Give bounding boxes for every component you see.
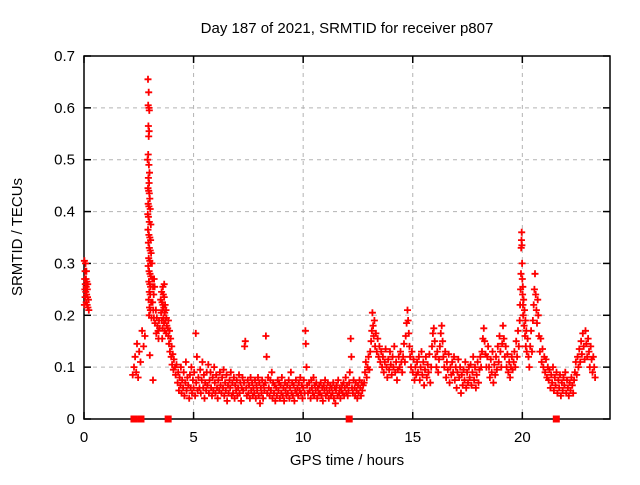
scatter-points-layer: [80, 75, 599, 423]
square-marker-zero_flags: [137, 415, 145, 423]
x-tick-label: 15: [404, 429, 421, 446]
y-axis-label: SRMTID / TECUs: [9, 178, 26, 296]
chart-title: Day 187 of 2021, SRMTID for receiver p80…: [201, 20, 494, 37]
x-tick-label: 0: [80, 429, 88, 446]
y-tick-label: 0.7: [54, 48, 75, 65]
y-tick-label: 0: [67, 411, 75, 428]
x-axis-label: GPS time / hours: [290, 452, 404, 469]
axis-tick-labels: 0 5 10 15 20 0 0.1 0.2 0.3 0.4 0.5 0.6 0.7: [54, 48, 531, 446]
scatter-points-srmtid_points: [80, 75, 599, 407]
y-tick-label: 0.1: [54, 359, 75, 376]
square-marker-zero_flags: [345, 415, 353, 423]
x-tick-label: 5: [189, 429, 197, 446]
y-tick-label: 0.2: [54, 307, 75, 324]
square-marker-zero_flags: [552, 415, 560, 423]
square-marker-zero_flags: [164, 415, 172, 423]
x-tick-label: 20: [514, 429, 531, 446]
y-tick-label: 0.6: [54, 100, 75, 117]
y-tick-label: 0.3: [54, 255, 75, 272]
square-marker-zero_flags: [130, 415, 138, 423]
y-tick-label: 0.4: [54, 204, 75, 221]
x-tick-label: 10: [295, 429, 312, 446]
y-tick-label: 0.5: [54, 152, 75, 169]
